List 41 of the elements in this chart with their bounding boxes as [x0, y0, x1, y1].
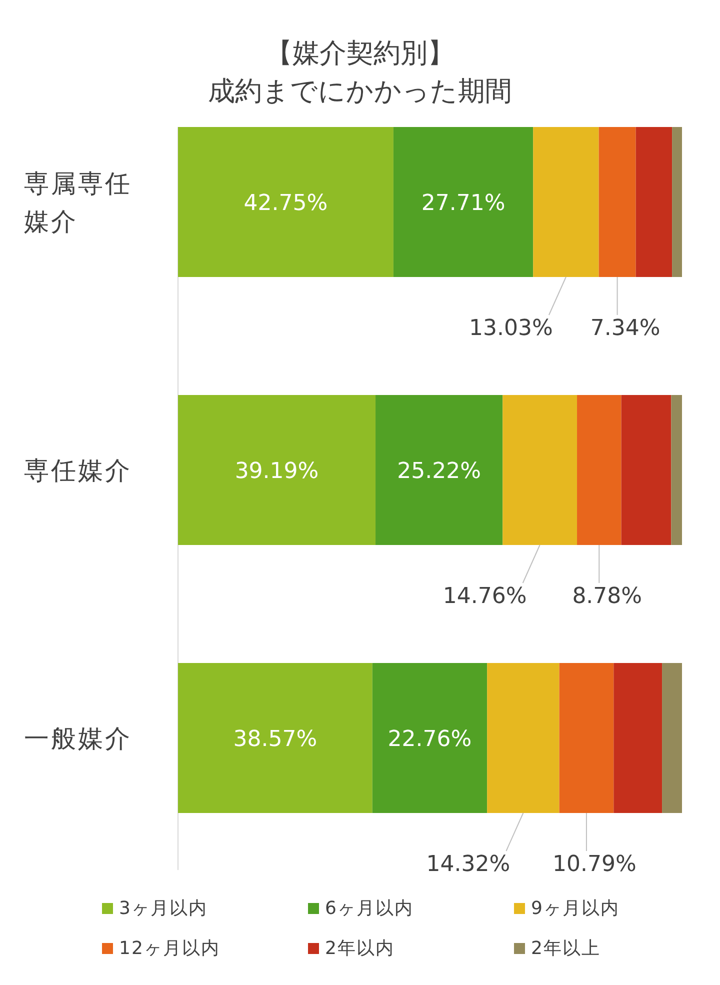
y-tick-label: 一般媒介 — [24, 724, 132, 753]
bar — [636, 127, 672, 277]
data-label: 38.57% — [233, 727, 318, 752]
data-label: 39.19% — [234, 459, 319, 484]
data-label: 7.34% — [590, 316, 660, 341]
data-label: 14.32% — [426, 852, 510, 877]
bar — [178, 663, 372, 813]
data-label: 42.75% — [244, 191, 328, 216]
y-tick-label: 専属専任媒介 — [24, 169, 132, 236]
bar — [178, 127, 394, 277]
bar — [393, 127, 534, 277]
legend-label: 12ヶ月以内 — [119, 938, 220, 959]
bar — [662, 663, 682, 813]
data-label: 10.79% — [552, 852, 636, 877]
bar — [372, 663, 488, 813]
bar — [621, 395, 672, 545]
legend-label: 2年以内 — [325, 938, 394, 959]
bar — [614, 663, 662, 813]
bar — [178, 395, 376, 545]
bar — [577, 395, 622, 545]
data-label: 25.22% — [397, 459, 482, 484]
bar — [671, 395, 682, 545]
legend-label: 9ヶ月以内 — [531, 898, 620, 919]
data-label: 22.76% — [388, 727, 472, 752]
data-label: 8.78% — [572, 584, 642, 609]
y-tick-label: 専任媒介 — [24, 456, 132, 485]
chart-title: 【媒介契約別】 — [266, 38, 454, 69]
chart-subtitle: 成約までにかかった期間 — [208, 76, 512, 107]
legend-label: 2年以上 — [531, 938, 600, 959]
bar — [487, 663, 560, 813]
bar — [559, 663, 614, 813]
data-label: 27.71% — [421, 191, 506, 216]
data-label: 14.76% — [442, 584, 527, 609]
bar — [533, 127, 599, 277]
bar — [672, 127, 682, 277]
bar — [376, 395, 503, 545]
bar — [502, 395, 578, 545]
legend-label: 6ヶ月以内 — [325, 898, 414, 919]
bar — [598, 127, 636, 277]
legend-label: 3ヶ月以内 — [119, 898, 208, 919]
data-label: 13.03% — [469, 316, 553, 341]
